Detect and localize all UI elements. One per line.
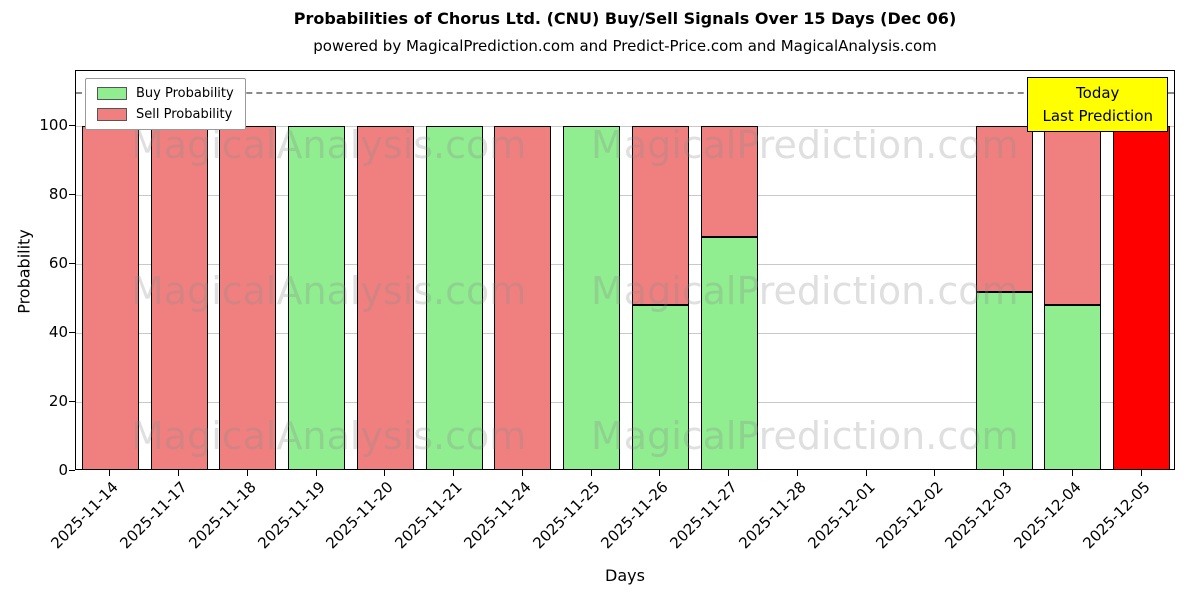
y-tick-label: 60: [48, 254, 68, 273]
x-tick-mark: [590, 470, 592, 476]
legend-sell-swatch: [97, 108, 127, 121]
x-tick-mark: [315, 470, 317, 476]
x-axis-label: Days: [605, 566, 645, 585]
y-tick-label: 100: [39, 116, 68, 135]
y-tick-label: 80: [48, 185, 68, 204]
bar-sell-2025-11-20: [356, 126, 414, 469]
legend-item-sell: Sell Probability: [97, 107, 234, 122]
x-tick-mark: [934, 470, 936, 476]
x-tick-mark: [384, 470, 386, 476]
x-tick-mark: [109, 470, 111, 476]
x-tick-mark: [178, 470, 180, 476]
legend: Buy Probability Sell Probability: [85, 78, 246, 130]
bar-buy-2025-11-21: [425, 126, 483, 469]
y-tick-label: 0: [58, 461, 68, 479]
bar-sell-2025-12-04: [1044, 126, 1102, 306]
bar-sell-2025-11-27: [700, 126, 758, 237]
bar-buy-2025-12-03: [975, 291, 1033, 469]
dashed-threshold-line: [76, 91, 1174, 94]
bar-today-2025-12-05: [1113, 126, 1171, 469]
bar-buy-2025-11-27: [700, 236, 758, 469]
bar-sell-2025-11-14: [81, 126, 139, 469]
bar-buy-2025-12-04: [1044, 305, 1102, 469]
x-tick-mark: [1071, 470, 1073, 476]
bar-sell-2025-11-18: [219, 126, 277, 469]
x-tick-mark: [453, 470, 455, 476]
y-tick-mark: [69, 263, 75, 265]
y-tick-mark: [69, 401, 75, 403]
today-annotation: Today Last Prediction: [1027, 77, 1168, 132]
x-tick-mark: [659, 470, 661, 476]
legend-buy-swatch: [97, 87, 127, 100]
today-annotation-line2: Last Prediction: [1042, 106, 1153, 125]
x-tick-mark: [865, 470, 867, 476]
x-tick-mark: [246, 470, 248, 476]
y-tick-mark: [69, 125, 75, 127]
gridline: [76, 402, 1174, 404]
legend-item-buy: Buy Probability: [97, 86, 234, 101]
bar-sell-2025-11-24: [494, 126, 552, 469]
bar-buy-2025-11-25: [563, 126, 621, 469]
x-tick-mark: [1140, 470, 1142, 476]
bar-sell-2025-11-17: [150, 126, 208, 469]
legend-buy-label: Buy Probability: [136, 86, 234, 101]
chart-title: Probabilities of Chorus Ltd. (CNU) Buy/S…: [293, 9, 957, 28]
chart-subtitle: powered by MagicalPrediction.com and Pre…: [313, 37, 937, 55]
x-tick-mark: [728, 470, 730, 476]
y-tick-label: 20: [48, 392, 68, 411]
y-tick-mark: [69, 470, 75, 471]
bar-buy-2025-11-19: [288, 126, 346, 469]
y-tick-mark: [69, 332, 75, 334]
bar-sell-2025-12-03: [975, 126, 1033, 292]
gridline: [76, 195, 1174, 197]
legend-sell-label: Sell Probability: [136, 107, 233, 122]
x-tick-mark: [521, 470, 523, 476]
gridline: [76, 264, 1174, 266]
today-annotation-line1: Today: [1076, 84, 1120, 102]
plot-area: MagicalAnalysis.com MagicalPrediction.com…: [75, 70, 1175, 470]
y-tick-mark: [69, 194, 75, 196]
gridline: [76, 333, 1174, 335]
x-tick-mark: [796, 470, 798, 476]
gridline: [76, 126, 1174, 128]
x-tick-mark: [1003, 470, 1005, 476]
bar-sell-2025-11-26: [631, 126, 689, 306]
bar-buy-2025-11-26: [631, 305, 689, 469]
y-tick-label: 40: [48, 323, 68, 342]
